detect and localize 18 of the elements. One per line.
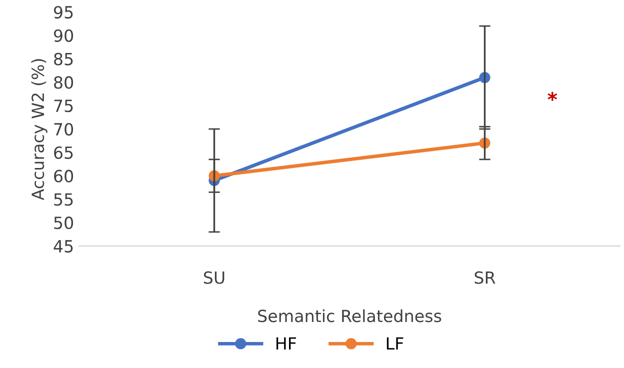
y-tick-label: 85	[54, 52, 73, 66]
y-tick-label: 75	[54, 100, 73, 112]
annotation: *	[548, 92, 558, 101]
x-axis-title: Semantic Relatedness	[258, 309, 442, 322]
x-tick-label: SR	[474, 271, 496, 284]
legend-label: LF	[386, 337, 404, 350]
y-axis-title: Accuracy W2 (%)	[31, 59, 48, 200]
y-tick-label: 55	[54, 193, 73, 206]
y-tick-label: 45	[54, 240, 73, 253]
y-tick-label: 65	[54, 146, 73, 159]
y-tick-label: 95	[54, 6, 73, 19]
y-tick-label: 50	[54, 216, 74, 230]
x-tick-label: SU	[204, 271, 224, 284]
y-tick-label: 70	[54, 122, 74, 136]
y-tick-label: 60	[54, 170, 74, 182]
y-tick-label: 80	[54, 76, 74, 89]
y-tick-label: 90	[54, 29, 74, 42]
legend-label: HF	[276, 337, 296, 350]
